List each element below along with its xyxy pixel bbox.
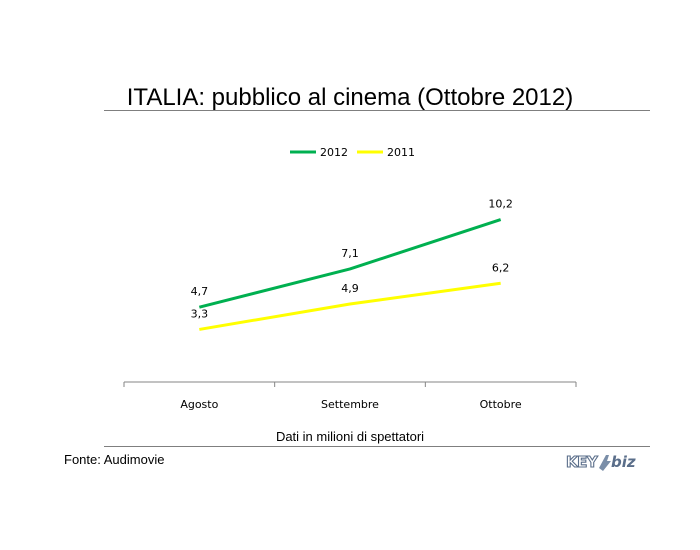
x-tick-label: Settembre [321, 398, 379, 411]
line-chart: 2012 2011 Agosto Settembre Ottobre 4,7 7,1 10… [123, 146, 577, 411]
key4biz-logo: KEY biz [566, 452, 636, 471]
x-axis: Agosto Settembre Ottobre [123, 381, 577, 411]
footer-divider [104, 446, 650, 447]
data-label: 4,9 [341, 282, 359, 295]
series-lines [198, 218, 502, 331]
source-note: Fonte: Audimovie [64, 452, 165, 467]
legend: 2012 2011 [290, 146, 415, 159]
svg-text:biz: biz [611, 453, 636, 471]
svg-text:KEY: KEY [566, 453, 599, 471]
data-label: 4,7 [191, 285, 209, 298]
title-divider [104, 110, 650, 111]
x-tick-label: Agosto [180, 398, 218, 411]
data-labels: 4,7 7,1 10,2 3,3 4,9 6,2 [191, 198, 513, 321]
legend-label: 2012 [320, 146, 348, 159]
legend-label: 2011 [387, 146, 415, 159]
chart-caption: Dati in milioni di spettatori [275, 429, 425, 444]
data-label: 6,2 [492, 261, 510, 274]
chart-title: ITALIA: pubblico al cinema (Ottobre 2012… [126, 84, 574, 111]
data-label: 10,2 [488, 198, 513, 211]
x-tick-label: Ottobre [480, 398, 522, 411]
data-label: 7,1 [341, 247, 359, 260]
series-line-2011 [199, 281, 501, 331]
data-label: 3,3 [191, 307, 209, 320]
series-line-2012 [198, 218, 502, 309]
